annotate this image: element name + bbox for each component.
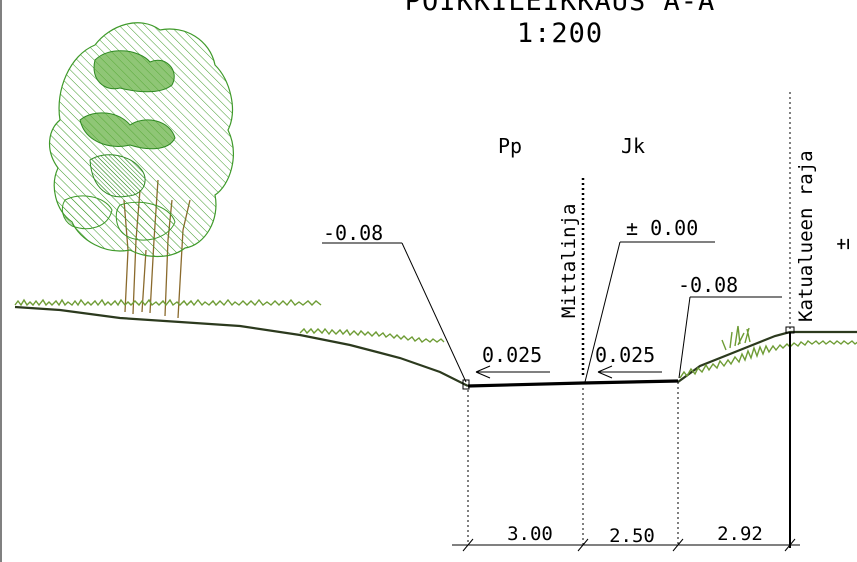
- canopy-leaf-1: [93, 50, 175, 93]
- dimension-slope: 2.92: [717, 523, 763, 545]
- elevation-right: -0.08: [678, 273, 782, 379]
- canopy-leaf-3: [89, 154, 146, 198]
- slope-left: 0.025: [475, 343, 550, 379]
- zone-label-pp: Pp: [498, 134, 522, 158]
- boundary-marker: [785, 326, 795, 334]
- curb-left: [462, 379, 470, 390]
- canopy-leaf-4: [61, 195, 113, 230]
- road-surface: [467, 379, 679, 388]
- tree-illustration: [49, 22, 234, 319]
- mittalinja-label: Mittalinja: [558, 204, 580, 318]
- slope-right: 0.025: [595, 343, 662, 379]
- elevation-center: ± 0.00: [584, 216, 715, 383]
- slope-right-value: 0.025: [595, 343, 655, 367]
- drawing-scale: 1:200: [517, 18, 603, 49]
- katualueen-raja-label: Katualueen raja: [795, 150, 817, 322]
- elevation-right-value: -0.08: [678, 273, 738, 297]
- dimension-pp: 3.00: [507, 523, 553, 545]
- zone-label-jk: Jk: [621, 134, 645, 158]
- edge-mark-label: ±: [830, 238, 854, 250]
- slope-left-value: 0.025: [482, 343, 542, 367]
- elevation-center-value: ± 0.00: [626, 216, 698, 240]
- dimension-line: 3.00 2.50 2.92: [452, 523, 800, 552]
- canopy-leaf-2: [79, 112, 176, 150]
- elevation-left: -0.08: [322, 221, 467, 383]
- elevation-left-value: -0.08: [323, 221, 383, 245]
- terrain: [14, 298, 857, 387]
- dimension-jk: 2.50: [609, 525, 655, 547]
- canopy-leaf-5: [115, 201, 176, 241]
- drawing-title: POIKKILEIKKAUS A-A: [405, 0, 716, 17]
